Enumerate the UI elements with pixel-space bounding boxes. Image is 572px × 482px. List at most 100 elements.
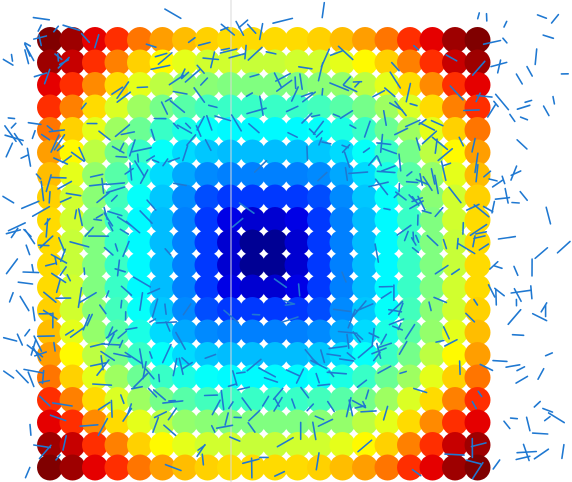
segment-mark [180,71,190,80]
segment-mark [320,48,331,68]
segment-mark [172,90,188,95]
data-point [329,117,356,143]
segment-mark [7,222,27,232]
segment-mark [92,383,113,387]
data-point [374,319,401,346]
segment-mark [23,228,32,238]
segment-mark [94,33,100,49]
segment-mark [2,370,15,379]
segment-mark [396,224,412,236]
segment-mark [74,209,78,220]
segment-mark [371,327,375,348]
segment-mark [315,130,324,138]
segment-mark [380,333,388,345]
segment-mark [31,205,51,217]
segment-mark [315,372,321,384]
segment-mark [534,247,549,260]
segment-mark [167,157,180,163]
segment-mark [184,68,201,83]
data-point [172,454,198,481]
data-point [329,454,356,481]
data-point [82,72,108,98]
data-point [397,162,423,188]
segment-mark [160,101,169,115]
segment-mark [513,265,519,277]
data-point [127,432,153,458]
segment-mark [31,345,42,362]
data-point [329,27,356,53]
segment-mark [273,470,286,477]
data-point [149,432,176,458]
segment-mark [440,160,447,182]
segment-mark [317,383,331,387]
data-point [217,229,243,256]
segment-mark [301,91,317,103]
data-point [262,454,288,481]
segment-mark [474,152,479,174]
segment-mark [321,141,332,145]
data-point [127,252,153,278]
segment-mark [376,155,383,167]
segment-mark [164,303,167,316]
data-point [127,229,153,256]
data-point [82,409,108,436]
segment-mark [162,158,169,167]
data-point [37,319,63,346]
segment-mark [107,333,115,346]
data-point [37,409,63,436]
data-point [329,184,356,211]
segment-mark [342,76,352,86]
data-point [307,409,333,436]
segment-mark [494,93,510,111]
segment-mark [2,195,15,204]
segment-mark [545,206,552,225]
segment-mark [80,32,91,44]
data-point [217,207,243,233]
segment-mark [372,89,386,98]
segment-mark [187,36,196,44]
segment-mark [80,102,87,110]
data-point [307,432,333,458]
segment-mark [321,1,326,19]
data-point [352,162,378,188]
segment-mark [51,402,73,407]
data-point [217,409,243,436]
data-point [149,184,176,211]
segment-mark [281,316,299,323]
segment-mark [115,155,128,158]
data-point [374,454,401,481]
segment-mark [37,24,43,32]
segment-mark [132,276,152,288]
data-point [284,162,311,188]
segment-mark [442,326,451,340]
segment-mark [356,333,364,341]
data-point [374,229,401,256]
segment-mark [516,104,531,110]
segment-mark [299,73,304,90]
segment-mark [61,155,72,164]
segment-mark [383,87,396,98]
data-point [329,252,356,278]
segment-mark [50,253,68,264]
segment-mark [356,379,368,388]
segment-mark [182,303,192,316]
segment-mark [450,268,461,276]
data-point [442,139,468,166]
segment-mark [346,352,356,360]
segment-mark [54,53,63,61]
segment-mark [349,124,357,129]
data-point [464,364,491,391]
data-point [374,342,401,368]
segment-mark [79,423,99,428]
segment-mark [62,24,81,32]
segment-mark [128,139,136,157]
data-point [262,432,288,458]
segment-mark [50,272,67,284]
data-point [374,297,401,323]
segment-mark [204,138,212,152]
segment-mark [448,186,462,204]
data-point [352,27,378,53]
segment-mark [161,343,172,364]
segment-mark [57,236,66,253]
